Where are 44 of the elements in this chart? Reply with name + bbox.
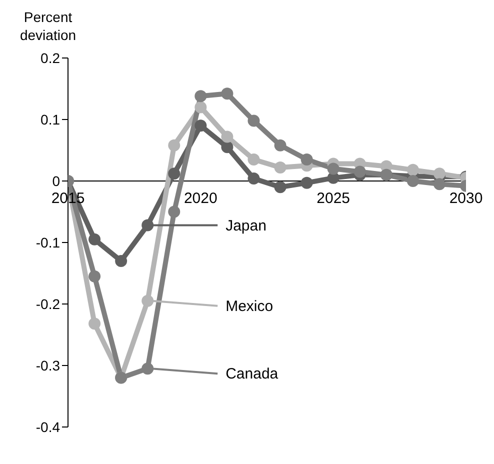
point — [274, 181, 286, 194]
point — [274, 139, 286, 152]
point — [142, 362, 154, 375]
y-tick-label: -0.2 — [36, 296, 60, 312]
point — [88, 318, 101, 330]
point — [88, 233, 101, 246]
point — [274, 161, 286, 174]
point — [168, 139, 180, 152]
point — [142, 294, 154, 307]
y-tick-label: -0.4 — [36, 418, 60, 435]
point — [300, 153, 313, 166]
y-tick-label: -0.1 — [36, 234, 60, 250]
legend-label: Japan — [226, 217, 266, 234]
point — [194, 90, 207, 102]
point — [406, 175, 419, 187]
legend-label: Mexico — [226, 298, 274, 315]
point — [168, 168, 180, 180]
point — [221, 141, 234, 154]
point — [142, 219, 154, 232]
y-tick-label: 0.1 — [40, 111, 60, 128]
x-tick-label: 2025 — [316, 190, 350, 207]
x-tick-label: 2030 — [449, 190, 483, 207]
x-tick-label: 2020 — [184, 190, 218, 207]
legend-label: Canada — [226, 366, 279, 383]
point — [194, 101, 207, 114]
point — [115, 254, 128, 267]
point — [354, 166, 366, 178]
point — [433, 178, 446, 190]
point — [248, 153, 260, 166]
point — [194, 120, 207, 132]
point — [221, 130, 234, 143]
point — [168, 206, 180, 218]
y-tick-label: 0.2 — [40, 50, 60, 66]
point — [221, 88, 234, 100]
point — [248, 114, 260, 127]
y-axis-title: Percent deviation — [18, 8, 78, 45]
point — [300, 176, 313, 189]
y-tick-label: 0 — [52, 172, 60, 189]
point — [327, 162, 340, 175]
y-tick-label: -0.3 — [36, 357, 60, 374]
point — [433, 168, 446, 180]
point — [88, 270, 101, 282]
point — [406, 164, 419, 176]
point — [248, 172, 260, 185]
